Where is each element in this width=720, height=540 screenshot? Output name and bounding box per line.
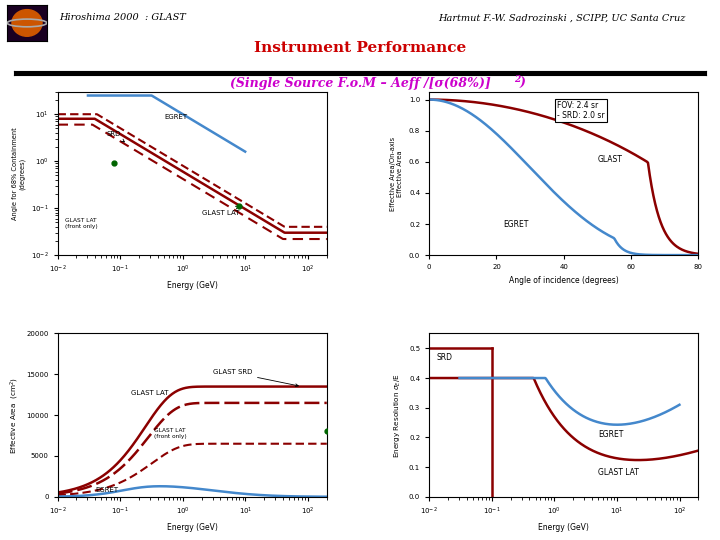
Text: GLAST LAT: GLAST LAT	[202, 206, 239, 217]
Text: GLAST: GLAST	[598, 155, 622, 164]
Text: Hartmut F.-W. Sadrozinski , SCIPP, UC Santa Cruz: Hartmut F.-W. Sadrozinski , SCIPP, UC Sa…	[438, 14, 685, 23]
Text: GLAST SRD: GLAST SRD	[212, 369, 298, 387]
X-axis label: Angle of incidence (degrees): Angle of incidence (degrees)	[509, 276, 618, 285]
Text: GLAST LAT: GLAST LAT	[131, 390, 168, 396]
Text: GLAST LAT: GLAST LAT	[598, 468, 639, 476]
Text: EGRET: EGRET	[164, 114, 187, 120]
Text: ): )	[520, 77, 526, 90]
Y-axis label: Energy Resolution $\sigma_E$/E: Energy Resolution $\sigma_E$/E	[393, 373, 403, 457]
Text: Instrument Performance: Instrument Performance	[254, 40, 466, 55]
Text: EGRET: EGRET	[503, 220, 528, 229]
Text: SRD: SRD	[436, 353, 452, 362]
Y-axis label: Effective Area  (cm$^2$): Effective Area (cm$^2$)	[8, 376, 20, 454]
X-axis label: Energy (GeV): Energy (GeV)	[167, 281, 217, 290]
Y-axis label: Angle for 68% Containment
(degrees): Angle for 68% Containment (degrees)	[12, 127, 25, 220]
Text: EGRET: EGRET	[95, 487, 118, 493]
Text: Hiroshima 2000  : GLAST: Hiroshima 2000 : GLAST	[59, 14, 186, 23]
Circle shape	[12, 10, 42, 36]
Text: GLAST LAT
(front only): GLAST LAT (front only)	[154, 428, 187, 439]
Text: EGRET: EGRET	[598, 430, 624, 440]
X-axis label: Energy (GeV): Energy (GeV)	[539, 523, 589, 532]
Y-axis label: Effective Area/On-axis
Effective Area: Effective Area/On-axis Effective Area	[390, 137, 403, 211]
Text: FOV: 2.4 sr
- SRD: 2.0 sr: FOV: 2.4 sr - SRD: 2.0 sr	[557, 101, 605, 120]
X-axis label: Energy (GeV): Energy (GeV)	[167, 523, 217, 532]
Text: 2: 2	[514, 75, 521, 84]
Text: (Single Source F.o.M – Aeff /[σ(68%)]: (Single Source F.o.M – Aeff /[σ(68%)]	[230, 77, 490, 90]
Text: SRD: SRD	[107, 131, 125, 142]
Text: GLAST LAT
(front only): GLAST LAT (front only)	[65, 218, 97, 229]
